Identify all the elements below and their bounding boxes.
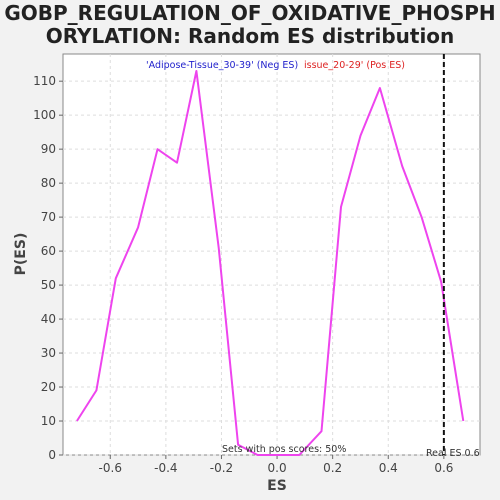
real-es-label: Real ES 0.6 xyxy=(426,448,480,459)
x-tick-label: 0.0 xyxy=(268,461,287,475)
y-tick-label: 0 xyxy=(48,448,56,462)
y-tick-label: 30 xyxy=(41,346,56,360)
y-tick-label: 70 xyxy=(41,210,56,224)
pos-scores-note: Sets with pos scores: 50% xyxy=(222,444,346,455)
y-tick-label: 100 xyxy=(33,108,56,122)
chart-title-line-2: ORYLATION: Random ES distribution xyxy=(46,24,455,48)
x-tick-label: 0.4 xyxy=(379,461,398,475)
y-tick-label: 90 xyxy=(41,142,56,156)
x-tick-label: -0.4 xyxy=(154,461,177,475)
axes: 0 10 20 30 40 50 60 70 80 90 100 110 -0.6 -0.4 -0.2 0.0… xyxy=(33,74,453,475)
y-tick-label: 50 xyxy=(41,278,56,292)
series-layer xyxy=(76,70,465,456)
y-tick-label: 60 xyxy=(41,244,56,258)
x-axis-label: ES xyxy=(267,478,287,494)
series-line xyxy=(76,70,465,456)
y-tick-label: 110 xyxy=(33,74,56,88)
chart-title-line-1: GOBP_REGULATION_OF_OXIDATIVE_PHOSPH xyxy=(4,1,495,25)
y-tick-label: 80 xyxy=(41,176,56,190)
legend-pos-es: issue_20-29' (Pos ES) xyxy=(304,60,405,71)
y-tick-label: 10 xyxy=(41,414,56,428)
x-tick-label: 0.6 xyxy=(434,461,453,475)
x-tick-label: -0.2 xyxy=(210,461,233,475)
y-axis-label: P(ES) xyxy=(13,233,29,276)
legend-neg-es: 'Adipose-Tissue_30-39' (Neg ES) xyxy=(146,60,298,71)
y-tick-label: 20 xyxy=(41,380,56,394)
plot-area xyxy=(62,53,481,456)
x-tick-label: 0.2 xyxy=(323,461,342,475)
x-tick-label: -0.6 xyxy=(99,461,122,475)
y-tick-label: 40 xyxy=(41,312,56,326)
